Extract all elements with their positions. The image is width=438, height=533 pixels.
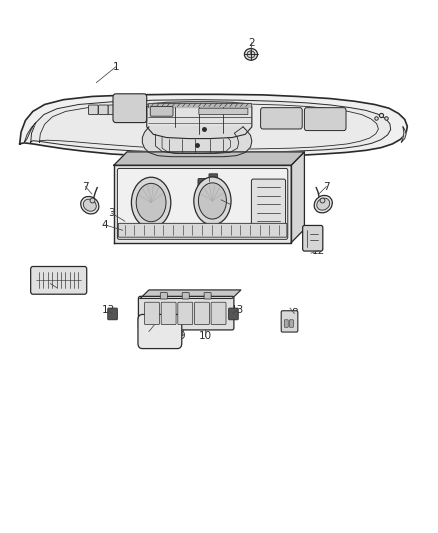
- Text: 2: 2: [248, 38, 255, 47]
- Ellipse shape: [83, 199, 96, 211]
- Ellipse shape: [81, 197, 99, 214]
- FancyBboxPatch shape: [199, 108, 248, 115]
- FancyBboxPatch shape: [284, 320, 288, 327]
- FancyBboxPatch shape: [303, 225, 323, 251]
- Text: 13: 13: [231, 305, 244, 315]
- FancyBboxPatch shape: [204, 293, 211, 299]
- Text: 1: 1: [113, 62, 120, 71]
- Text: 3: 3: [108, 208, 115, 218]
- Text: 8: 8: [291, 309, 298, 318]
- Text: 7: 7: [323, 182, 330, 191]
- Ellipse shape: [131, 177, 171, 228]
- Polygon shape: [114, 152, 304, 165]
- Text: 13: 13: [102, 305, 115, 315]
- Ellipse shape: [208, 210, 221, 220]
- FancyBboxPatch shape: [261, 108, 302, 129]
- Text: 6: 6: [206, 170, 213, 180]
- FancyBboxPatch shape: [198, 179, 210, 190]
- Ellipse shape: [317, 198, 330, 210]
- Polygon shape: [142, 127, 252, 157]
- FancyBboxPatch shape: [99, 105, 108, 115]
- Text: 12: 12: [312, 246, 325, 255]
- FancyBboxPatch shape: [290, 320, 293, 327]
- Polygon shape: [140, 290, 241, 298]
- FancyBboxPatch shape: [138, 296, 234, 330]
- FancyBboxPatch shape: [304, 108, 346, 131]
- Ellipse shape: [244, 49, 258, 60]
- FancyBboxPatch shape: [161, 302, 176, 325]
- Ellipse shape: [136, 183, 166, 222]
- FancyBboxPatch shape: [108, 308, 117, 320]
- Polygon shape: [401, 127, 406, 142]
- FancyBboxPatch shape: [145, 302, 159, 325]
- Ellipse shape: [194, 177, 231, 225]
- Text: 7: 7: [82, 182, 89, 191]
- Polygon shape: [291, 152, 304, 243]
- FancyBboxPatch shape: [178, 302, 193, 325]
- FancyBboxPatch shape: [117, 168, 288, 239]
- FancyBboxPatch shape: [118, 223, 287, 237]
- FancyBboxPatch shape: [88, 105, 98, 115]
- FancyBboxPatch shape: [281, 311, 298, 332]
- Polygon shape: [147, 102, 252, 139]
- FancyBboxPatch shape: [194, 302, 209, 325]
- FancyBboxPatch shape: [113, 94, 147, 123]
- Polygon shape: [31, 100, 391, 152]
- FancyBboxPatch shape: [211, 302, 226, 325]
- Ellipse shape: [314, 196, 332, 213]
- FancyBboxPatch shape: [209, 174, 218, 182]
- FancyBboxPatch shape: [31, 266, 87, 294]
- FancyBboxPatch shape: [160, 293, 167, 299]
- Ellipse shape: [247, 51, 255, 58]
- FancyBboxPatch shape: [182, 293, 189, 299]
- FancyBboxPatch shape: [150, 107, 173, 116]
- Polygon shape: [114, 165, 291, 243]
- FancyBboxPatch shape: [108, 105, 118, 115]
- Text: 5: 5: [145, 327, 152, 336]
- FancyBboxPatch shape: [251, 179, 286, 231]
- FancyBboxPatch shape: [229, 308, 238, 320]
- FancyBboxPatch shape: [138, 314, 182, 349]
- Polygon shape: [24, 123, 36, 143]
- Text: 10: 10: [198, 331, 212, 341]
- Polygon shape: [20, 94, 407, 157]
- Ellipse shape: [198, 183, 226, 219]
- Text: 11: 11: [44, 279, 57, 288]
- Polygon shape: [148, 103, 251, 107]
- Text: 9: 9: [178, 331, 185, 341]
- Text: 4: 4: [102, 220, 109, 230]
- Text: 19: 19: [223, 199, 237, 209]
